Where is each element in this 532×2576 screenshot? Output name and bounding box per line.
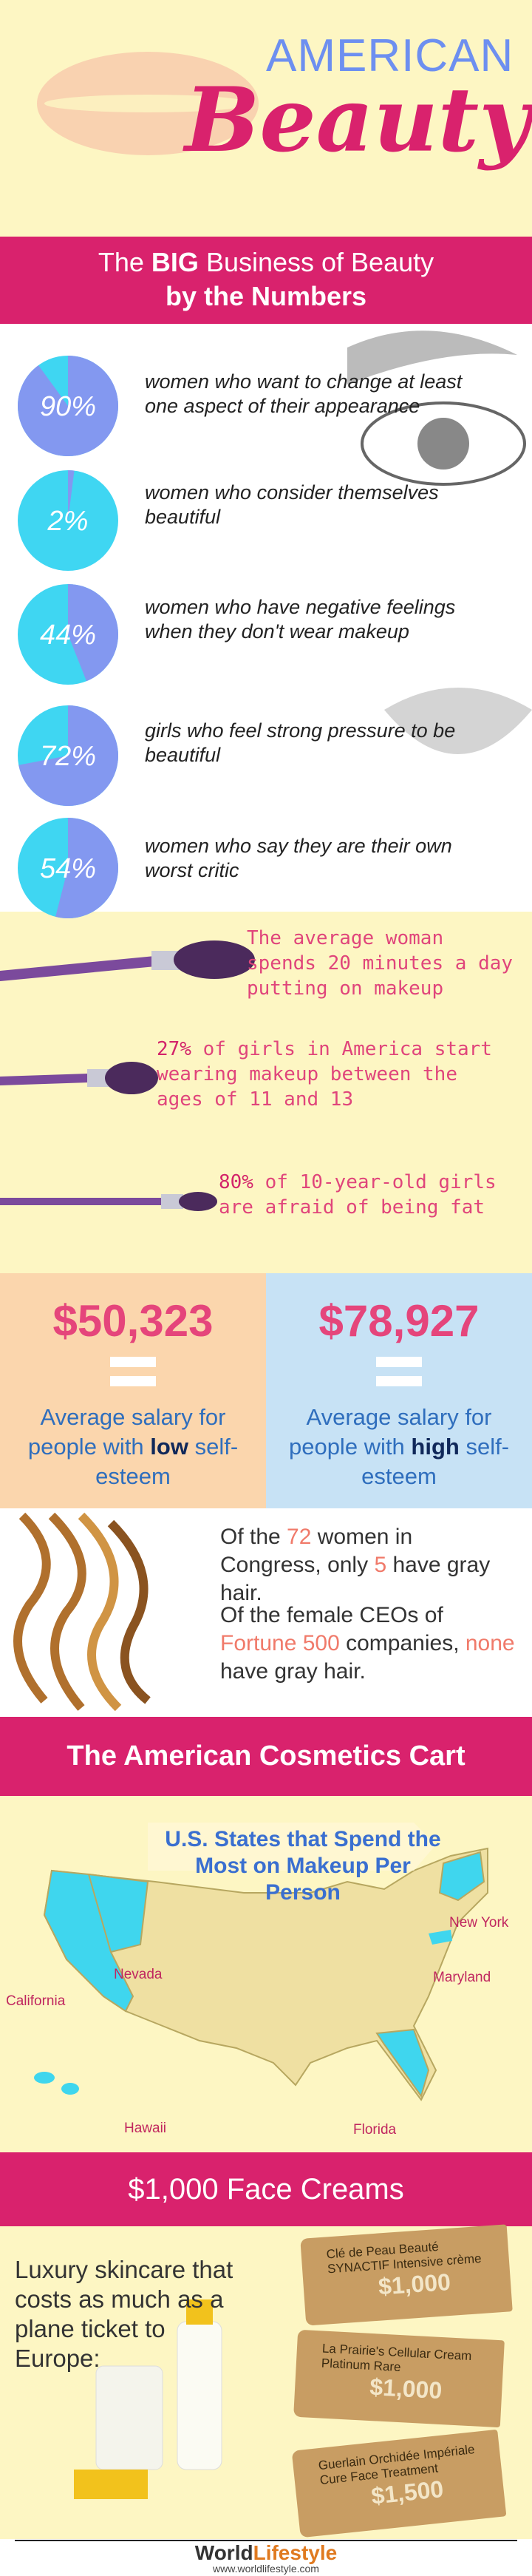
banner-subtitle: by the Numbers	[165, 281, 367, 311]
salary-text: Average salary for people with	[288, 1404, 492, 1460]
state-label: Florida	[353, 2122, 397, 2138]
hair-text: women in Congress, only	[220, 1525, 413, 1577]
salary-level: high	[411, 1434, 460, 1460]
fact-text: of 10-year-old girls are afraid of being…	[219, 1171, 497, 1218]
hair-highlight: Fortune 500	[220, 1631, 340, 1655]
fact: 27% of girls in America start wearing ma…	[157, 1037, 511, 1112]
cart-banner: The American Cosmetics Cart	[0, 1717, 532, 1796]
fact-highlight: 27%	[157, 1038, 191, 1060]
brand-part: Lifestyle	[253, 2541, 338, 2564]
eye-brow	[347, 331, 517, 384]
title-beauty: Beauty	[185, 68, 531, 172]
creams-intro: Luxury skincare that costs as much as a …	[15, 2256, 233, 2372]
price-tag: Clé de Peau Beauté SYNACTIF Intensive cr…	[300, 2224, 513, 2326]
lips-line	[44, 95, 251, 112]
hair-bg	[0, 1508, 532, 1717]
eye	[361, 401, 526, 486]
banner-bold: BIG	[151, 247, 199, 277]
lips-drawing	[384, 688, 532, 754]
banner-text: The	[98, 247, 151, 277]
high-bg	[266, 1273, 532, 1508]
map-title: U.S. States that Spend the Most on Makeu…	[165, 1827, 441, 1905]
hair-highlight: 5	[374, 1553, 387, 1577]
hair-text: have gray hair.	[220, 1553, 491, 1605]
salary-amount: $78,927	[318, 1296, 480, 1346]
product-name: La Prairie's Cellular Cream Platinum Rar…	[321, 2341, 472, 2375]
us-map	[34, 1823, 488, 2101]
hair-fact: Of the 72 women in Congress, only 5 have…	[220, 1523, 516, 1607]
hair-drawing	[13, 1512, 151, 1712]
stat-text: women who say they are their own worst c…	[145, 835, 452, 881]
hair-text: Of the female CEOs of	[220, 1603, 443, 1627]
salary-text: self-esteem	[95, 1434, 239, 1489]
low-bg	[0, 1273, 266, 1508]
brand-part: World	[194, 2541, 253, 2564]
salary-text: self-esteem	[361, 1434, 510, 1489]
salary-desc: Average salary for people with high self…	[288, 1403, 510, 1491]
equals-sign	[110, 1357, 156, 1367]
hair-highlight: 72	[287, 1525, 312, 1549]
state-label: Maryland	[433, 1970, 491, 1985]
fact: 80% of 10-year-old girls are afraid of b…	[219, 1170, 514, 1220]
stat-text: women who have negative feelings when th…	[145, 596, 456, 643]
footer-bg	[0, 2539, 532, 2576]
fact-text: The average woman spends 20 minutes a da…	[247, 927, 514, 1000]
hair-text: have gray hair.	[220, 1659, 366, 1684]
hair-text: companies,	[339, 1631, 466, 1655]
stat-text: women who consider themselves beautiful	[145, 481, 439, 528]
stat-text: women who want to change at least one as…	[145, 370, 463, 417]
banner-text: Business of Beauty	[198, 247, 434, 277]
creams-banner: $1,000 Face Creams	[0, 2152, 532, 2226]
fact-text: of girls in America start wearing makeup…	[157, 1038, 492, 1111]
salary-amount: $50,323	[52, 1296, 214, 1346]
hair-fact: Of the female CEOs of Fortune 500 compan…	[220, 1601, 516, 1686]
fact: The average woman spends 20 minutes a da…	[247, 926, 520, 1001]
stat-text: girls who feel strong pressure to be bea…	[145, 719, 456, 766]
price-tag: La Prairie's Cellular Cream Platinum Rar…	[293, 2329, 505, 2428]
salary-desc: Average salary for people with low self-…	[22, 1403, 244, 1491]
hair-highlight: none	[465, 1631, 515, 1655]
state-label: New York	[449, 1915, 509, 1931]
hair-text: Of the	[220, 1525, 287, 1549]
product-price: $1,000	[369, 2373, 443, 2404]
eye-iris	[417, 418, 469, 470]
numbers-banner: The BIG Business of Beauty by the Number…	[0, 237, 532, 324]
cream-bottles	[74, 2299, 222, 2499]
state-label: California	[6, 1993, 66, 2009]
salary-high: $78,927 Average salary for people with h…	[266, 1273, 532, 1508]
state-label: Hawaii	[124, 2121, 167, 2136]
equals-sign	[376, 1357, 422, 1367]
salary-text: Average salary for people with	[27, 1404, 226, 1460]
salary-level: low	[150, 1434, 188, 1460]
state-label: Nevada	[114, 1967, 163, 1982]
footer-url: www.worldlifestyle.com	[213, 2563, 319, 2575]
footer-brand: WorldLifestyle	[0, 2542, 532, 2564]
brushes	[0, 940, 255, 1211]
fact-highlight: 80%	[219, 1171, 253, 1193]
title-american: AMERICAN	[266, 30, 514, 81]
salary-low: $50,323 Average salary for people with l…	[0, 1273, 266, 1508]
